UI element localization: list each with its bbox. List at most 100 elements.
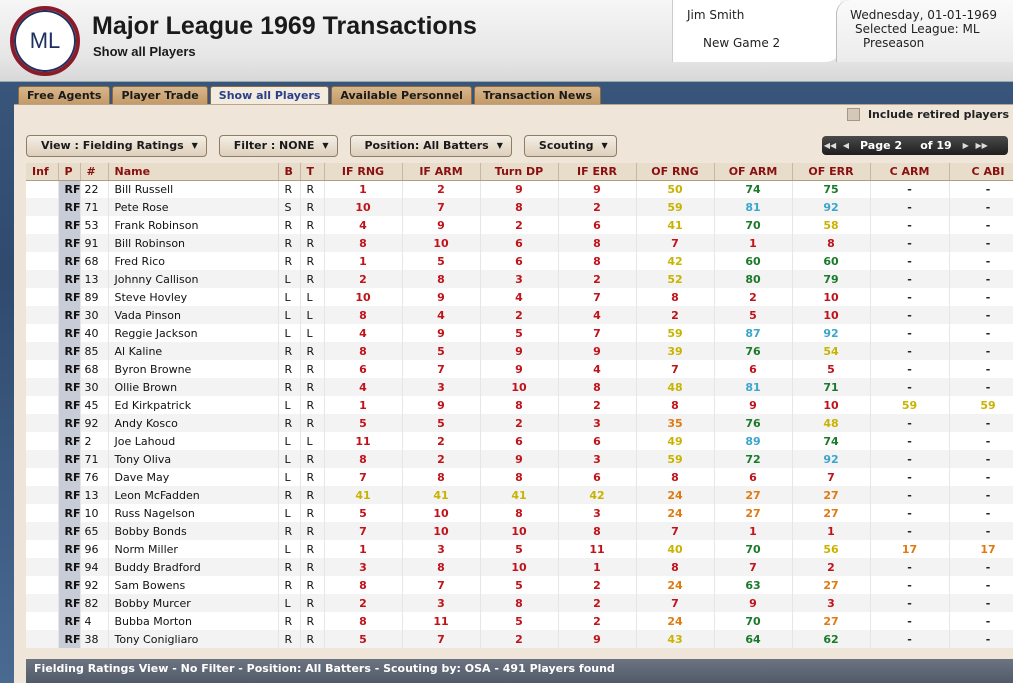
first-page-icon[interactable]: ◀◀	[823, 141, 837, 150]
cell-name[interactable]: Russ Nagelson	[108, 504, 279, 522]
cell-of-rng: 24	[636, 486, 715, 504]
cell-name[interactable]: Sam Bowens	[108, 576, 279, 594]
table-row[interactable]: RF 13 Leon McFadden R R 41 41 41 42 24 27 27- -	[26, 486, 1013, 504]
cell-name[interactable]: Bobby Bonds	[108, 522, 279, 540]
cell-name[interactable]: Al Kaline	[108, 342, 279, 360]
table-row[interactable]: RF 91 Bill Robinson R R 8 10 6 8 7 1 8- -	[26, 234, 1013, 252]
column-header-b[interactable]: B	[278, 163, 301, 181]
tab-transaction-news[interactable]: Transaction News	[473, 86, 602, 104]
cell-name[interactable]: Bill Robinson	[108, 234, 279, 252]
cell-name[interactable]: Bubba Morton	[108, 612, 279, 630]
cell-name[interactable]: Leon McFadden	[108, 486, 279, 504]
cell-name[interactable]: Fred Rico	[108, 252, 279, 270]
column-header-t[interactable]: T	[300, 163, 325, 181]
cell-name[interactable]: Pete Rose	[108, 198, 279, 216]
table-row[interactable]: RF 30 Ollie Brown R R 4 3 10 8 48 81 71- -	[26, 378, 1013, 396]
cell-c-arm: -	[870, 180, 950, 198]
cell-name[interactable]: Vada Pinson	[108, 306, 279, 324]
tab-free-agents[interactable]: Free Agents	[18, 86, 111, 104]
cell-c-arm: -	[870, 612, 950, 630]
cell-of-arm: 1	[714, 522, 793, 540]
cell-name[interactable]: Bill Russell	[108, 180, 279, 198]
column-header-c-abi[interactable]: C ABI	[949, 163, 1013, 181]
table-row[interactable]: RF 2 Joe Lahoud L L 11 2 6 6 49 89 74- -	[26, 432, 1013, 450]
column-header-[interactable]: #	[80, 163, 109, 181]
cell-turn-dp: 8	[480, 396, 559, 414]
table-row[interactable]: RF 4 Bubba Morton R R 8 11 5 2 24 70 27- -	[26, 612, 1013, 630]
column-header-c-arm[interactable]: C ARM	[870, 163, 950, 181]
cell-name[interactable]: Frank Robinson	[108, 216, 279, 234]
game-name[interactable]: New Game 2	[703, 36, 781, 50]
cell-name[interactable]: Buddy Bradford	[108, 558, 279, 576]
cell-name[interactable]: Norm Miller	[108, 540, 279, 558]
include-retired-checkbox[interactable]	[846, 108, 860, 121]
column-header-turn-dp[interactable]: Turn DP	[480, 163, 559, 181]
table-row[interactable]: RF 22 Bill Russell R R 1 2 9 9 50 74 75- -	[26, 180, 1013, 198]
table-row[interactable]: RF 38 Tony Conigliaro R R 5 7 2 9 43 64 62- -	[26, 630, 1013, 648]
cell-name[interactable]: Bobby Murcer	[108, 594, 279, 612]
cell-name[interactable]: Reggie Jackson	[108, 324, 279, 342]
column-header-if-arm[interactable]: IF ARM	[402, 163, 481, 181]
column-header-of-arm[interactable]: OF ARM	[714, 163, 793, 181]
table-row[interactable]: RF 71 Pete Rose S R 10 7 8 2 59 81 92- -	[26, 198, 1013, 216]
cell-name[interactable]: Dave May	[108, 468, 279, 486]
tab-show-all-players[interactable]: Show all Players	[209, 86, 330, 104]
cell-name[interactable]: Andy Kosco	[108, 414, 279, 432]
cell-name[interactable]: Ed Kirkpatrick	[108, 396, 279, 414]
cell-c-arm: 17	[870, 540, 950, 558]
table-row[interactable]: RF 68 Byron Browne R R 6 7 9 4 7 6 5- -	[26, 360, 1013, 378]
cell-if-arm: 9	[402, 324, 481, 342]
user-box[interactable]: Jim Smith New Game 2	[672, 0, 840, 62]
cell-name[interactable]: Byron Browne	[108, 360, 279, 378]
column-header-inf[interactable]: Inf	[26, 163, 59, 181]
table-row[interactable]: RF 53 Frank Robinson R R 4 9 2 6 41 70 58- -	[26, 216, 1013, 234]
table-row[interactable]: RF 76 Dave May L R 7 8 8 6 8 6 7- -	[26, 468, 1013, 486]
column-header-name[interactable]: Name	[108, 163, 279, 181]
column-header-of-rng[interactable]: OF RNG	[636, 163, 715, 181]
table-row[interactable]: RF 96 Norm Miller L R 1 3 5 11 40 70 56 17 17	[26, 540, 1013, 558]
date-box[interactable]: Wednesday, 01-01-1969 Selected League: M…	[836, 0, 1013, 62]
column-header-p[interactable]: P	[58, 163, 81, 181]
column-header-of-err[interactable]: OF ERR	[792, 163, 871, 181]
table-row[interactable]: RF 40 Reggie Jackson L L 4 9 5 7 59 87 92- -	[26, 324, 1013, 342]
cell-name[interactable]: Johnny Callison	[108, 270, 279, 288]
prev-page-icon[interactable]: ◀	[842, 141, 850, 150]
cell-name[interactable]: Joe Lahoud	[108, 432, 279, 450]
view-dropdown[interactable]: View : Fielding Ratings ▼	[26, 135, 207, 157]
table-row[interactable]: RF 82 Bobby Murcer L R 2 3 8 2 7 9 3- -	[26, 594, 1013, 612]
last-page-icon[interactable]: ▶▶	[975, 141, 988, 150]
table-row[interactable]: RF 94 Buddy Bradford R R 3 8 10 1 8 7 2- -	[26, 558, 1013, 576]
cell-name[interactable]: Steve Hovley	[108, 288, 279, 306]
table-row[interactable]: RF 92 Sam Bowens R R 8 7 5 2 24 63 27- -	[26, 576, 1013, 594]
position-dropdown[interactable]: Position: All Batters ▼	[349, 135, 512, 157]
table-row[interactable]: RF 65 Bobby Bonds R R 7 10 10 8 7 1 1- -	[26, 522, 1013, 540]
cell-bats: R	[278, 360, 301, 378]
table-row[interactable]: RF 30 Vada Pinson L L 8 4 2 4 2 5 10- -	[26, 306, 1013, 324]
table-row[interactable]: RF 92 Andy Kosco R R 5 5 2 3 35 76 48- -	[26, 414, 1013, 432]
cell-name[interactable]: Ollie Brown	[108, 378, 279, 396]
table-row[interactable]: RF 85 Al Kaline R R 8 5 9 9 39 76 54- -	[26, 342, 1013, 360]
table-row[interactable]: RF 13 Johnny Callison L R 2 8 3 2 52 80 79- -	[26, 270, 1013, 288]
page-number[interactable]: 2	[894, 139, 903, 152]
cell-number: 13	[80, 270, 109, 288]
column-header-if-err[interactable]: IF ERR	[558, 163, 637, 181]
table-row[interactable]: RF 71 Tony Oliva L R 8 2 9 3 59 72 92- -	[26, 450, 1013, 468]
filter-dropdown[interactable]: Filter : NONE ▼	[218, 135, 338, 157]
table-row[interactable]: RF 45 Ed Kirkpatrick L R 1 9 8 2 8 9 10 59 59	[26, 396, 1013, 414]
tab-available-personnel[interactable]: Available Personnel	[331, 86, 472, 104]
next-page-icon[interactable]: ▶	[962, 141, 969, 150]
table-row[interactable]: RF 10 Russ Nagelson L R 5 10 8 3 24 27 27- -	[26, 504, 1013, 522]
user-name[interactable]: Jim Smith	[687, 8, 745, 22]
cell-name[interactable]: Tony Oliva	[108, 450, 279, 468]
tab-player-trade[interactable]: Player Trade	[112, 86, 208, 104]
column-header-if-rng[interactable]: IF RNG	[324, 163, 403, 181]
cell-pos: RF	[58, 216, 81, 234]
table-row[interactable]: RF 68 Fred Rico R R 1 5 6 8 42 60 60- -	[26, 252, 1013, 270]
include-retired-row[interactable]: Include retired players	[846, 108, 1009, 121]
cell-name[interactable]: Tony Conigliaro	[108, 630, 279, 648]
table-row[interactable]: RF 89 Steve Hovley L L 10 9 4 7 8 2 10- -	[26, 288, 1013, 306]
scouting-dropdown[interactable]: Scouting ▼	[523, 135, 617, 157]
cell-bats: L	[278, 540, 301, 558]
selected-league[interactable]: Selected League: ML	[855, 22, 980, 36]
include-retired-label[interactable]: Include retired players	[867, 108, 1009, 121]
